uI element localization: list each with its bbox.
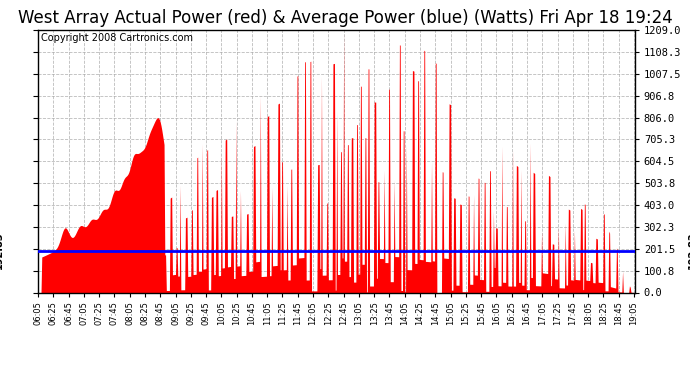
Text: Copyright 2008 Cartronics.com: Copyright 2008 Cartronics.com (41, 33, 193, 43)
Text: West Array Actual Power (red) & Average Power (blue) (Watts) Fri Apr 18 19:24: West Array Actual Power (red) & Average … (18, 9, 672, 27)
Text: 192.83: 192.83 (0, 232, 4, 270)
Text: 192.83: 192.83 (688, 232, 690, 270)
